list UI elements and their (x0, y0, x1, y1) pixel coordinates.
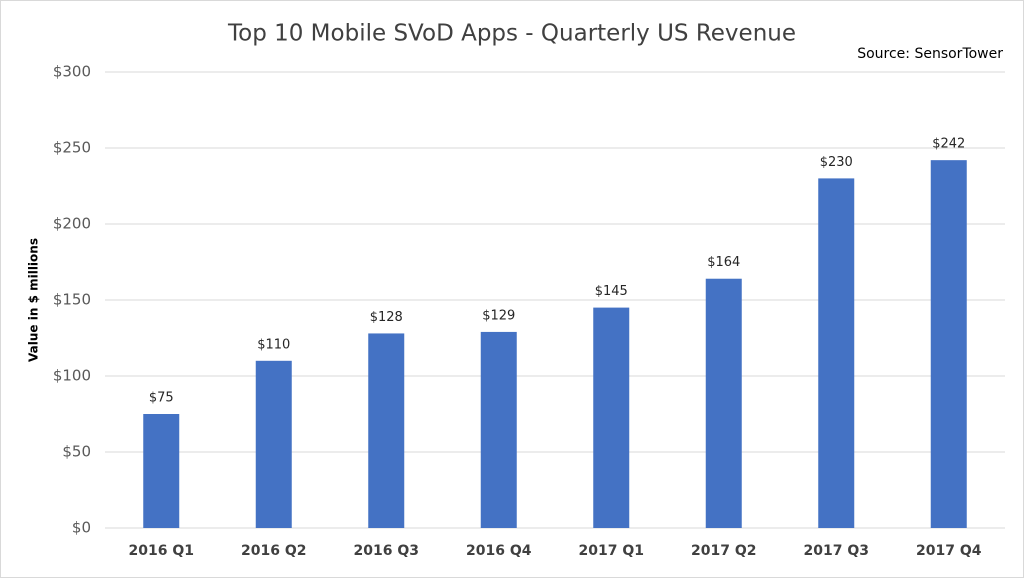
x-tick-label: 2017 Q2 (691, 543, 756, 559)
y-tick-label: $100 (53, 367, 91, 385)
value-label: $75 (149, 391, 174, 406)
bar (143, 414, 180, 528)
source-note: Source: SensorTower (857, 46, 1003, 62)
bar (480, 331, 517, 528)
x-tick-label: 2017 Q4 (916, 543, 982, 559)
value-label: $242 (932, 137, 965, 152)
bar (593, 307, 630, 528)
value-label: $110 (257, 337, 290, 352)
y-tick-label: $50 (62, 443, 91, 461)
chart-title: Top 10 Mobile SVoD Apps - Quarterly US R… (227, 21, 796, 47)
y-axis-label: Value in $ millions (27, 238, 41, 362)
bar (930, 160, 967, 528)
bar (368, 333, 405, 528)
y-tick-label: $300 (53, 63, 91, 81)
x-tick-label: 2016 Q4 (466, 543, 532, 559)
y-tick-label: $250 (53, 139, 91, 157)
value-label: $230 (820, 155, 853, 170)
value-label: $129 (482, 308, 515, 323)
x-tick-label: 2017 Q3 (804, 543, 869, 559)
y-tick-label: $200 (53, 215, 91, 233)
x-tick-label: 2016 Q3 (354, 543, 419, 559)
value-label: $128 (370, 310, 403, 325)
x-tick-label: 2016 Q2 (241, 543, 306, 559)
y-tick-label: $0 (72, 519, 91, 537)
value-label: $164 (707, 255, 740, 270)
bar (818, 178, 855, 528)
value-label: $145 (595, 284, 628, 299)
x-tick-label: 2016 Q1 (129, 543, 194, 559)
y-tick-label: $150 (53, 291, 91, 309)
bar (705, 278, 742, 528)
x-tick-label: 2017 Q1 (579, 543, 644, 559)
bar (255, 360, 292, 528)
